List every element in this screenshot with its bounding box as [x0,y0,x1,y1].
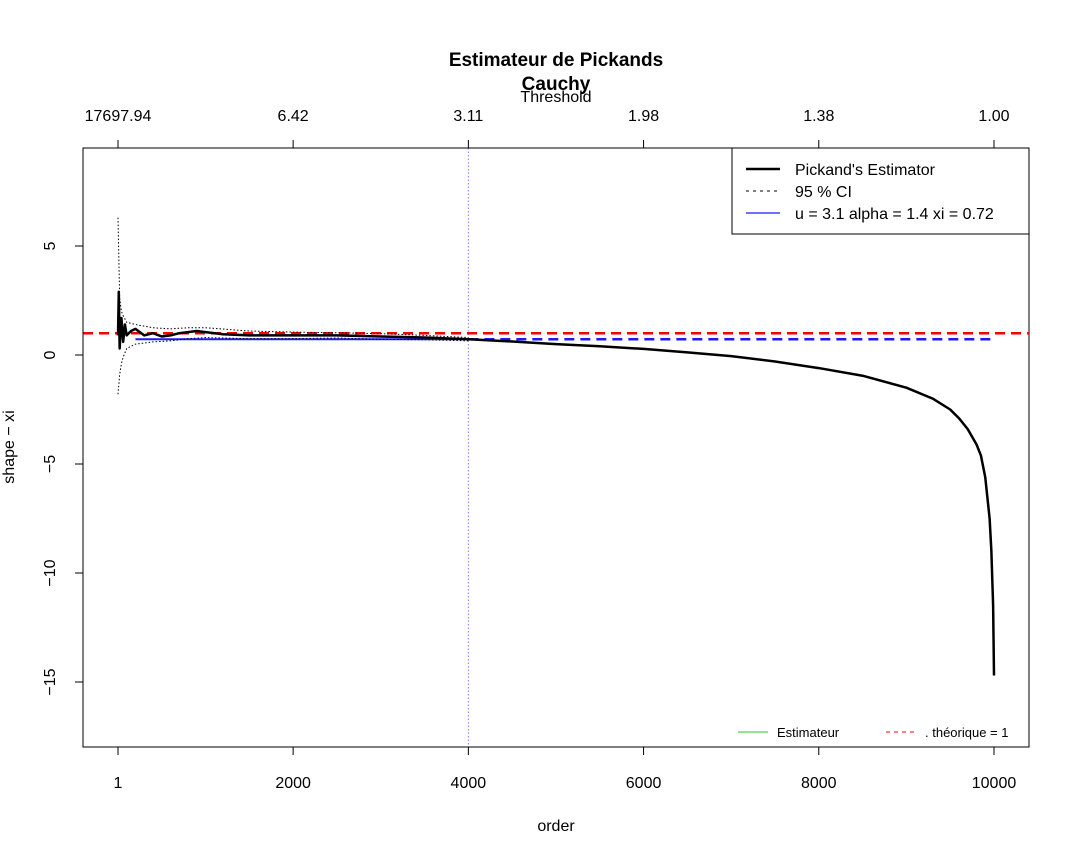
y-tick-label: 0 [42,350,59,359]
y-axis: 5 0 −5 −10 −15 [42,241,84,696]
legend-bottom: Estimateur . théorique = 1 [738,725,1008,740]
legend-label: Pickand's Estimator [795,162,936,179]
legend-box [731,147,1030,235]
x-tick-label: 4000 [451,775,487,792]
top-tick-label: 1.00 [978,108,1009,125]
legend-label: 95 % CI [795,184,852,201]
ci-lower-line [117,337,469,395]
top-tick-label: 1.98 [628,108,659,125]
ci-upper-line [117,217,469,339]
pickands-estimator-line [116,290,996,676]
x-axis-label: order [537,818,575,835]
x-axis: 1 2000 4000 6000 8000 10000 [114,746,1017,792]
plot-frame [82,147,1030,748]
legend-label: u = 3.1 alpha = 1.4 xi = 0.72 [795,206,994,223]
top-tick-label: 17697.94 [85,108,152,125]
y-tick-label: −15 [42,668,59,695]
y-axis-label: shape − xi [1,410,18,483]
y-tick-label: 5 [42,241,59,250]
chart-title: Estimateur de Pickands [449,50,663,71]
top-tick-label: 3.11 [453,108,483,125]
chart-subtitle: Cauchy [522,74,591,95]
top-tick-label: 6.42 [278,108,309,125]
y-tick-label: −10 [42,559,59,586]
x-tick-label: 2000 [275,775,311,792]
x-tick-label: 8000 [801,775,837,792]
ci-lines [117,217,469,395]
legend-label: Estimateur [777,725,840,740]
series-lines [116,290,996,676]
legend-label: . théorique = 1 [925,725,1008,740]
reference-lines [83,331,1029,341]
x-tick-label: 6000 [626,775,662,792]
top-tick-label: 1.38 [803,108,834,125]
top-axis-label: Threshold [520,89,591,106]
y-tick-label: −5 [42,455,59,473]
legend-top: Pickand's Estimator 95 % CI u = 3.1 alpha … [731,147,1030,235]
x-tick-label: 10000 [972,775,1017,792]
x-tick-label: 1 [114,775,123,792]
top-axis: 17697.94 6.42 3.11 1.98 1.38 1.00 [85,108,1010,149]
